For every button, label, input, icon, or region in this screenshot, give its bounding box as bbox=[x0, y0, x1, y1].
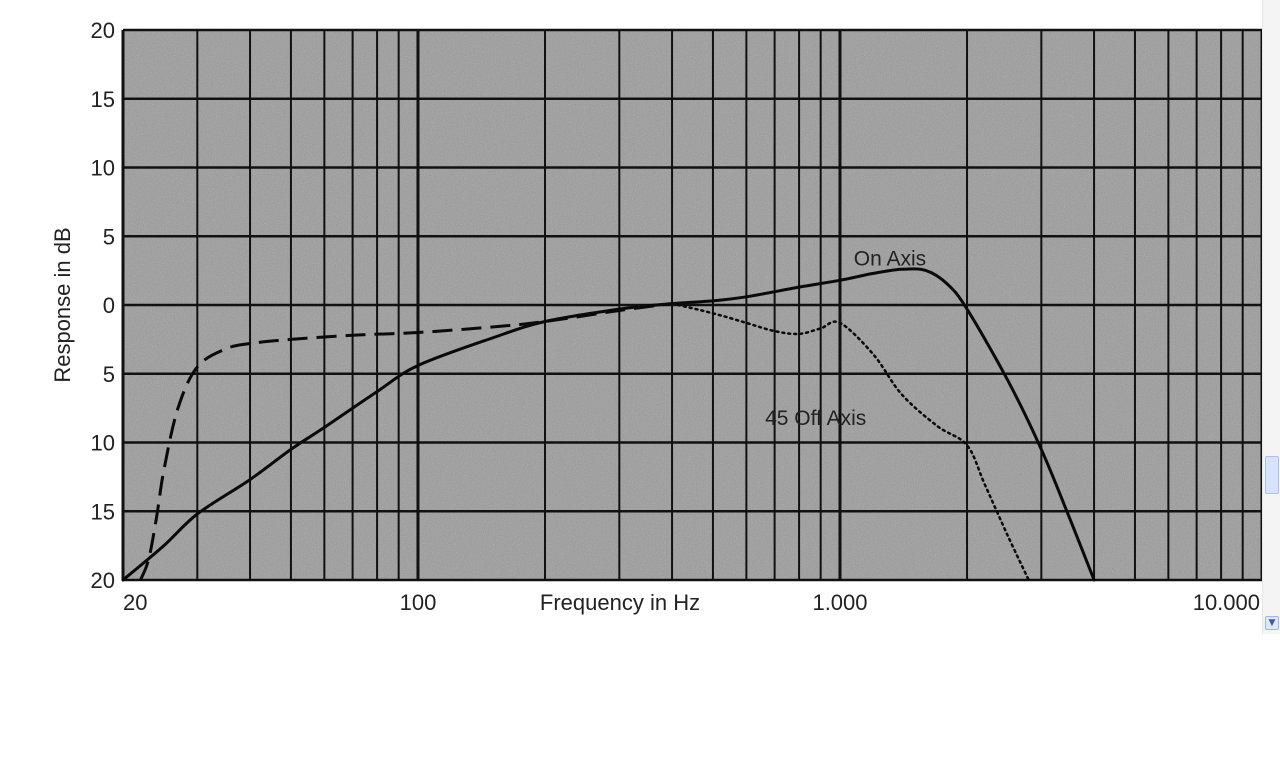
vertical-scrollbar[interactable]: ▼ bbox=[1262, 0, 1280, 634]
y-tick-labels: 20 15 10 5 0 5 10 15 20 bbox=[91, 18, 115, 593]
y-tick-label: 0 bbox=[103, 293, 115, 318]
frequency-response-chart: 20 15 10 5 0 5 10 15 20 20 100 1.000 10.000 Respons… bbox=[50, 18, 1262, 615]
x-tick-label: 100 bbox=[400, 590, 437, 615]
annotations: On Axis 45 Off Axis bbox=[765, 247, 926, 430]
y-tick-label: 5 bbox=[103, 362, 115, 387]
scrollbar-thumb[interactable] bbox=[1265, 456, 1279, 494]
y-tick-label: 10 bbox=[91, 156, 115, 181]
y-tick-label: 15 bbox=[91, 499, 115, 524]
series-line-off-axis-dashed bbox=[139, 302, 673, 581]
grid-lines bbox=[121, 28, 1262, 582]
y-tick-label: 15 bbox=[91, 87, 115, 112]
x-tick-label: 10.000 bbox=[1193, 590, 1260, 615]
series-curves bbox=[121, 267, 1096, 582]
y-tick-label: 20 bbox=[91, 568, 115, 593]
annotation-label: On Axis bbox=[854, 247, 926, 270]
series-line-on-axis bbox=[121, 267, 1096, 582]
y-tick-label: 5 bbox=[103, 224, 115, 249]
y-tick-label: 10 bbox=[91, 431, 115, 456]
x-axis-title: Frequency in Hz bbox=[540, 590, 700, 615]
x-tick-label: 1.000 bbox=[812, 590, 867, 615]
x-tick-label: 20 bbox=[123, 590, 147, 615]
chevron-down-icon[interactable]: ▼ bbox=[1265, 616, 1279, 630]
y-axis-title: Response in dB bbox=[50, 227, 75, 382]
x-tick-labels: 20 100 1.000 10.000 bbox=[123, 590, 1260, 615]
annotation-label: 45 Off Axis bbox=[765, 407, 866, 430]
y-tick-label: 20 bbox=[91, 18, 115, 43]
series-line-off-axis-dotted bbox=[670, 302, 1030, 582]
